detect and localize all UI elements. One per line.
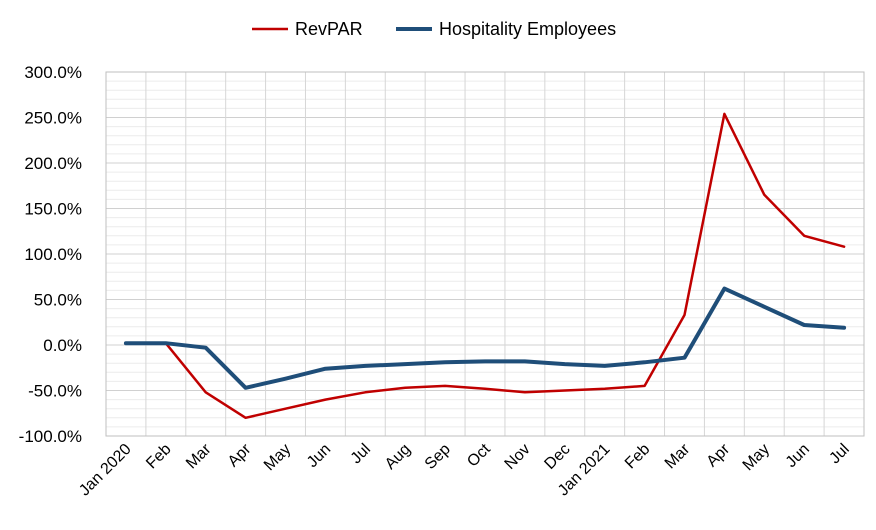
x-tick-label: Apr: [704, 440, 734, 470]
x-tick-label: May: [740, 441, 773, 474]
x-tick-label: Mar: [183, 440, 215, 472]
y-axis-ticks: -100.0% -50.0% 0.0% 50.0% 100.0% 150.0% 200.0%…: [19, 63, 82, 446]
revpar-line: [164, 112, 846, 420]
x-axis-ticks: Jan 2020 Feb Mar Apr May Jun Jul Aug Sep Oct Nov De…: [76, 440, 853, 499]
x-tick-label: Jun: [304, 441, 334, 471]
x-tick-label: May: [261, 441, 294, 474]
series-lines: [123, 112, 847, 420]
plot-area-border: [105, 71, 865, 437]
legend: RevPAR Hospitality Employees: [252, 19, 616, 39]
x-tick-label: Jul: [348, 441, 374, 467]
x-tick-label: Jan 2020: [76, 441, 135, 500]
x-tick-label: Oct: [464, 440, 494, 470]
grid: [106, 71, 864, 437]
legend-label-employees: Hospitality Employees: [439, 19, 616, 39]
legend-label-revpar: RevPAR: [295, 19, 363, 39]
x-tick-label: Nov: [502, 441, 534, 473]
x-tick-label: Aug: [382, 441, 414, 473]
y-tick-label: 250.0%: [24, 109, 82, 128]
x-tick-label: Feb: [143, 441, 175, 473]
x-tick-label: Sep: [422, 441, 454, 473]
y-tick-label: 50.0%: [34, 291, 82, 310]
x-tick-label: Dec: [541, 441, 573, 473]
y-tick-label: 200.0%: [24, 154, 82, 173]
y-tick-label: 300.0%: [24, 63, 82, 82]
y-tick-label: -100.0%: [19, 427, 82, 446]
x-tick-label: Apr: [225, 440, 255, 470]
y-tick-label: 100.0%: [24, 245, 82, 264]
y-tick-label: 0.0%: [43, 336, 82, 355]
x-tick-label: Jun: [783, 441, 813, 471]
x-tick-label: Jul: [826, 441, 852, 467]
x-tick-label: Feb: [622, 441, 654, 473]
y-tick-label: 150.0%: [24, 200, 82, 219]
x-tick-label: Mar: [662, 440, 694, 472]
hospitality-employees-line: [123, 286, 847, 390]
y-tick-label: -50.0%: [28, 382, 82, 401]
